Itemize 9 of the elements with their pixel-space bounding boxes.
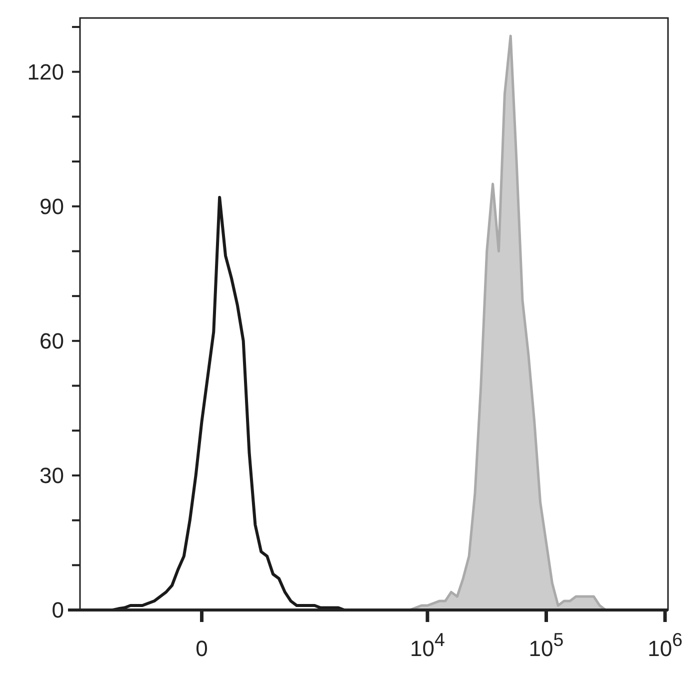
y-tick-label: 60 xyxy=(40,328,64,354)
x-tick-label: 10$^{5}$ xyxy=(528,628,564,661)
x-tick-label: 10$^{4}$ xyxy=(410,628,445,661)
y-tick-label: 30 xyxy=(40,463,64,488)
x-tick-label: 10$^{6}$ xyxy=(648,628,682,661)
x-tick-label: 0 xyxy=(196,636,208,661)
y-tick-label: 0 xyxy=(52,598,64,623)
y-tick-label: 120 xyxy=(27,60,64,85)
y-tick-label: 90 xyxy=(40,194,64,220)
